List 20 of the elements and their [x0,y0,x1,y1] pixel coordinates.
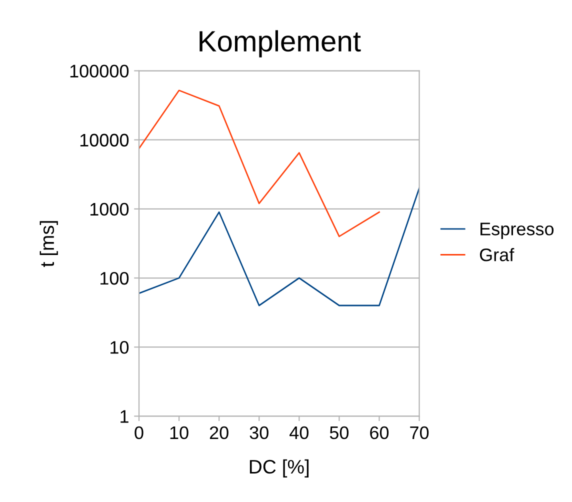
y-tick-label: 100 [100,272,129,285]
x-tick-label: 40 [290,426,308,440]
x-axis-title: DC [%] [250,459,309,478]
legend-label: Graf [480,248,514,262]
x-tick-label: 60 [370,426,389,440]
y-tick-label: 10000 [80,134,129,147]
y-tick-label: 10 [110,341,129,354]
y-tick-label: 1000 [90,202,129,216]
x-tick-label: 30 [250,426,268,440]
line-series [138,90,380,238]
x-tick-label: 50 [330,426,349,440]
y-tick-label: 100000 [70,64,129,78]
x-tick-label: 20 [210,426,228,440]
y-axis-title: t [ms] [40,221,58,267]
legend-label: Espresso [480,222,554,239]
x-tick-label: 0 [134,426,144,440]
x-tick-label: 70 [410,426,429,440]
y-tick-label: 1 [120,410,128,423]
chart-title: Komplement [200,30,361,58]
x-tick-label: 10 [170,426,188,440]
